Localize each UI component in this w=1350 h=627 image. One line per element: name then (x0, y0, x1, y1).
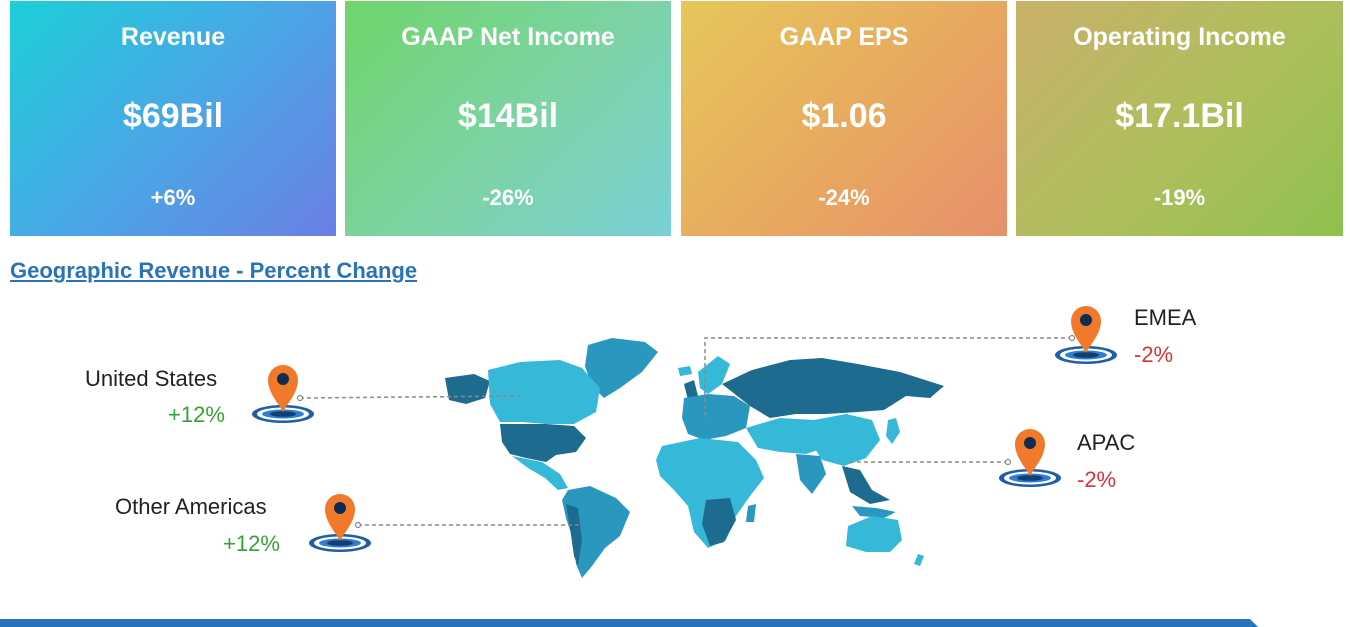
emea-location-pin-icon (1055, 306, 1117, 364)
card-value: $1.06 (801, 97, 887, 135)
bottom-accent-bar (0, 619, 1258, 627)
emea-connector (704, 337, 1072, 420)
other-americas-location-pin-icon (309, 494, 371, 552)
card-value: $69Bil (122, 97, 224, 135)
scandinavia-shape (698, 356, 730, 394)
revenue-card: Revenue $69Bil +6% (10, 1, 336, 236)
canada-shape (488, 360, 600, 424)
card-change: -19% (1153, 185, 1206, 210)
net-income-card: GAAP Net Income $14Bil -26% (345, 1, 671, 236)
geographic-revenue-link[interactable]: Geographic Revenue - Percent Change (10, 258, 418, 283)
greenland-shape (585, 338, 658, 398)
alaska-shape (445, 374, 490, 404)
other-americas-region-change: +12% (223, 531, 280, 556)
europe-shape (682, 394, 750, 440)
china-shape (812, 414, 880, 466)
us-location-pin-icon (252, 365, 314, 423)
operating-income-card: Operating Income $17.1Bil -19% (1016, 1, 1343, 236)
emea-region-label: EMEA (1134, 305, 1197, 330)
apac-region-change: -2% (1077, 467, 1117, 492)
us-region-label: United States (85, 366, 218, 391)
us-connector (299, 395, 521, 399)
se-asia-shape (842, 466, 890, 504)
apac-region-label: APAC (1077, 430, 1136, 455)
card-value: $14Bil (457, 97, 559, 135)
card-title: Revenue (120, 23, 226, 51)
russia-shape (722, 358, 944, 418)
card-title: GAAP EPS (779, 23, 909, 51)
card-title: Operating Income (1073, 23, 1286, 51)
other-americas-region-label: Other Americas (115, 494, 267, 519)
card-title: GAAP Net Income (401, 23, 615, 51)
apac-location-pin-icon (999, 429, 1061, 487)
central-america-shape (512, 456, 568, 490)
card-change: -26% (482, 185, 534, 210)
card-change: -24% (818, 185, 870, 210)
africa-south-shape (702, 498, 736, 546)
eps-card: GAAP EPS $1.06 -24% (681, 1, 1007, 236)
card-change: +6% (150, 185, 196, 210)
australia-shape (846, 516, 902, 552)
usa-shape (500, 424, 586, 462)
card-value: $17.1Bil (1115, 97, 1244, 135)
south-america-west-shape (566, 504, 582, 566)
emea-region-change: -2% (1134, 342, 1174, 367)
india-shape (796, 454, 826, 494)
africa-shape (656, 438, 764, 548)
us-region-change: +12% (168, 402, 225, 427)
